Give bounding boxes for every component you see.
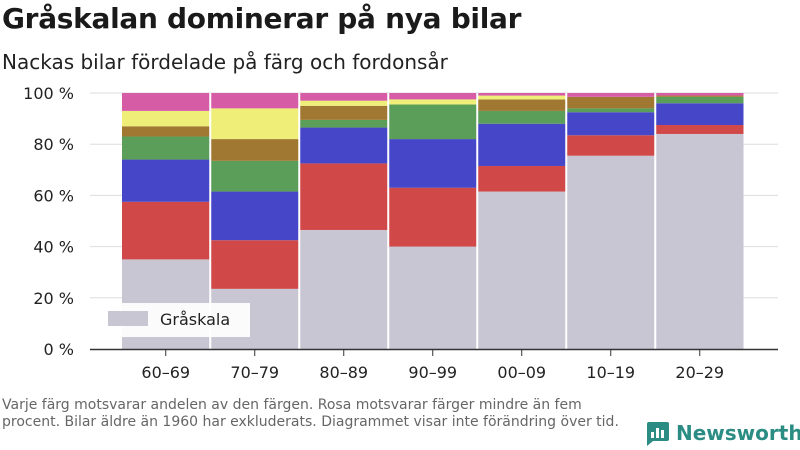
bar-segment — [122, 136, 210, 160]
bar-segment — [478, 165, 566, 192]
bar-segment — [300, 105, 388, 120]
newsworthy-logo-icon — [647, 422, 669, 446]
bar-segment — [300, 93, 388, 101]
bar-segment — [211, 191, 299, 241]
y-tick-label: 0 % — [44, 340, 74, 359]
bar-segment — [656, 125, 744, 134]
bar-segment — [478, 93, 566, 96]
bar-segment — [211, 108, 299, 140]
bar-segment — [122, 93, 210, 111]
bar-segment — [300, 100, 388, 106]
bar-segment — [211, 93, 299, 109]
bar-segment — [211, 160, 299, 192]
bar-segment — [656, 133, 744, 349]
footnote: Varje färg motsvarar andelen av den färg… — [2, 397, 619, 430]
bar-segment — [389, 187, 477, 247]
x-tick-label: 10–19 — [586, 363, 635, 382]
bar-segment — [300, 127, 388, 164]
y-tick-label: 20 % — [33, 289, 74, 308]
bar-segment — [478, 95, 566, 100]
x-tick-label: 70–79 — [230, 363, 279, 382]
bar-segment — [389, 93, 477, 100]
x-tick-label: 80–89 — [319, 363, 368, 382]
brand: Newsworthy — [644, 420, 800, 446]
bar-segment — [389, 99, 477, 105]
stacked-bar-chart: 0 % 20 % 40 % 60 % 80 % 100 % 60–69 70–79 80–89 9… — [23, 84, 778, 382]
chart-subtitle: Nackas bilar fördelade på färg och fordo… — [2, 50, 448, 74]
x-tick-label: 00–09 — [497, 363, 546, 382]
x-tick-label: 20–29 — [675, 363, 724, 382]
bar-segment — [122, 110, 210, 127]
legend-swatch — [108, 311, 148, 326]
bar-segment — [300, 119, 388, 128]
bar-segment — [656, 96, 744, 104]
y-tick-label: 40 % — [33, 238, 74, 257]
bar-segment — [389, 104, 477, 140]
x-tick-label: 60–69 — [141, 363, 190, 382]
bar-segment — [567, 112, 655, 136]
bar-segment — [567, 93, 655, 97]
bar-segment — [211, 139, 299, 161]
bar-segment — [389, 246, 477, 349]
bar-segment — [567, 155, 655, 349]
bar-segment — [389, 139, 477, 188]
bar-segment — [211, 240, 299, 289]
bar-segment — [478, 99, 566, 111]
bar-segment — [656, 93, 744, 96]
y-tick-label: 100 % — [23, 84, 74, 103]
bar-segment — [478, 191, 566, 349]
brand-name: Newsworthy — [676, 421, 800, 445]
bar-segment — [478, 123, 566, 166]
bar-segment — [300, 163, 388, 230]
bar-segment — [122, 126, 210, 137]
y-tick-label: 80 % — [33, 135, 74, 154]
bar-segment — [656, 103, 744, 125]
bar-segment — [122, 159, 210, 202]
bar-segment — [122, 201, 210, 260]
x-tick-label: 90–99 — [408, 363, 457, 382]
bar-segment — [567, 108, 655, 113]
legend-label: Gråskala — [160, 310, 230, 329]
bar-segment — [567, 96, 655, 109]
bar-segment — [300, 229, 388, 349]
bar-segment — [478, 110, 566, 124]
chart-title: Gråskalan dominerar på nya bilar — [2, 2, 522, 35]
bar-segment — [656, 95, 744, 97]
bar-segment — [567, 135, 655, 156]
y-tick-label: 60 % — [33, 186, 74, 205]
